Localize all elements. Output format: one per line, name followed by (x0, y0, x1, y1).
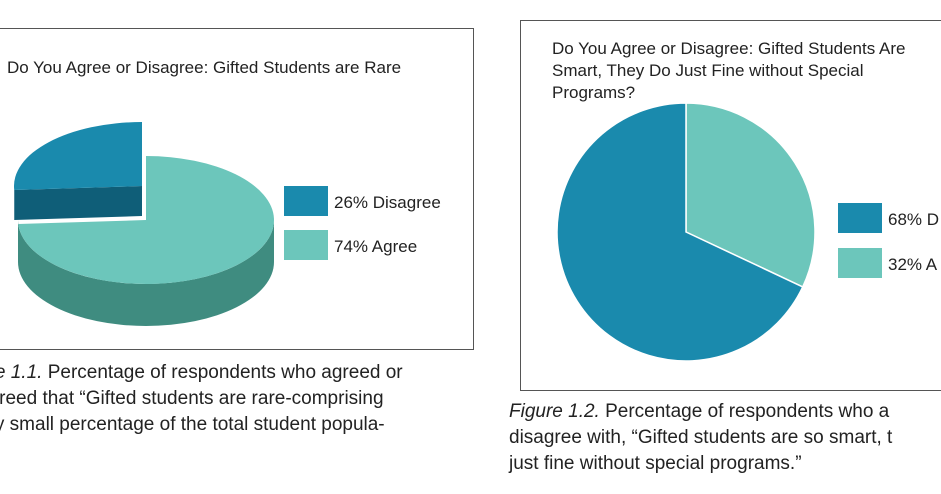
chart1-legend-swatch (284, 186, 328, 216)
figure-1-1-caption-text: Percentage of respondents who agreed or … (0, 362, 403, 461)
chart2-slice (556, 102, 804, 362)
chart1-legend-swatch (284, 230, 328, 260)
chart1-slice-side (14, 186, 142, 221)
chart2-title-line: Programs? (552, 83, 635, 102)
figure-1-2-caption-text: Percentage of respondents who a disagree… (509, 401, 893, 474)
figure-1-2-caption-label: Figure 1.2. (509, 401, 600, 422)
chart2-legend-label: 68% D (888, 210, 939, 229)
chart1-slice-side (18, 220, 274, 326)
figure-1-2-caption: Figure 1.2. Percentage of respondents wh… (509, 399, 941, 477)
chart1-slice (18, 156, 274, 284)
chart1-legend-label: 74% Agree (334, 237, 417, 256)
chart2-legend-label: 32% A (888, 255, 938, 274)
figure-1-1-caption: ure 1.1. Percentage of respondents who a… (0, 360, 488, 464)
chart2-legend-swatch (838, 248, 882, 278)
figure-1-1-caption-label: ure 1.1. (0, 362, 43, 383)
chart1-legend-label: 26% Disagree (334, 193, 441, 212)
chart2-legend-swatch (838, 203, 882, 233)
chart2-title-line: Do You Agree or Disagree: Gifted Student… (552, 39, 905, 58)
chart2-title-line: Smart, They Do Just Fine without Special (552, 61, 864, 80)
chart1-title-line: Do You Agree or Disagree: Gifted Student… (7, 58, 401, 77)
chart1-slice (13, 122, 142, 191)
chart2-slice (685, 102, 816, 288)
